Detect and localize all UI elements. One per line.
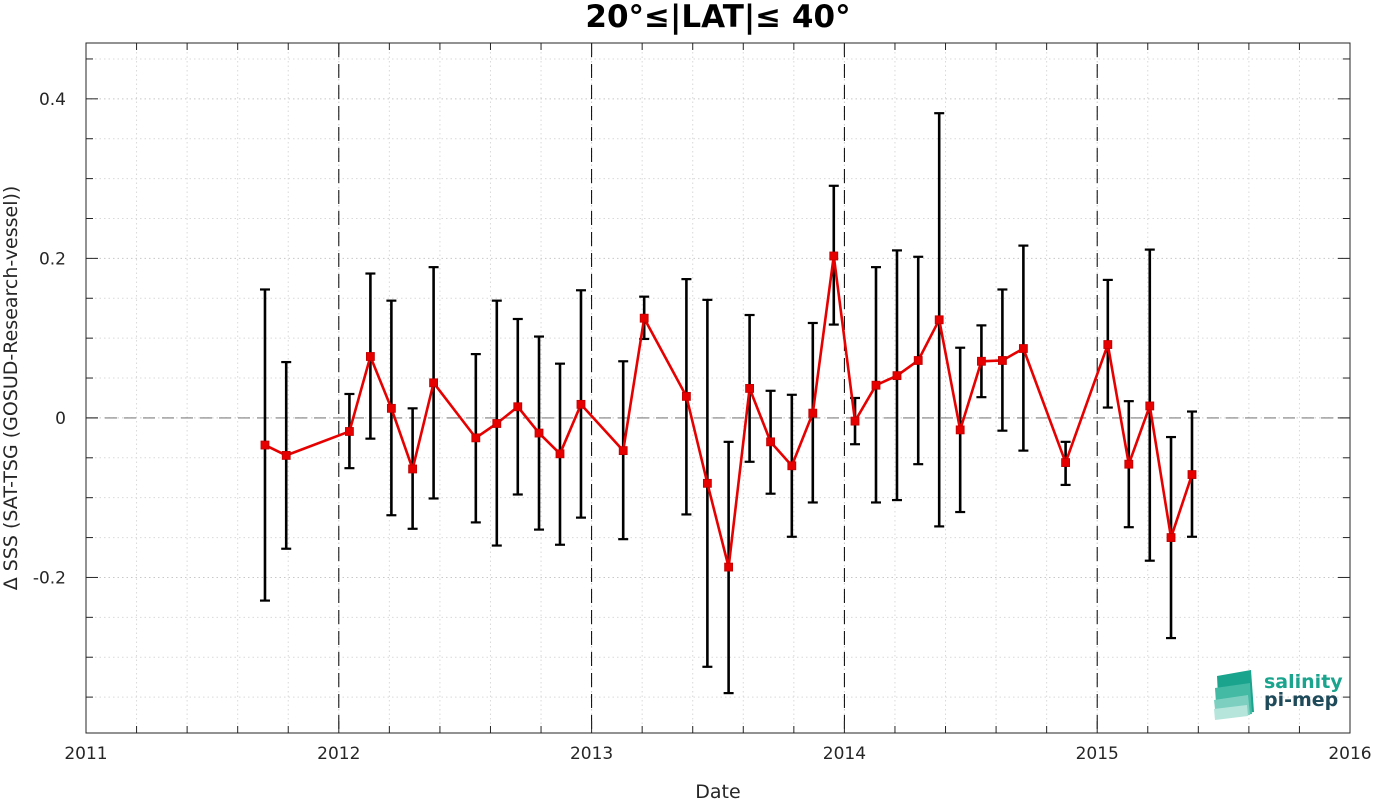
data-point bbox=[386, 403, 396, 413]
axis-ticks bbox=[85, 43, 1351, 733]
data-point bbox=[1187, 470, 1197, 479]
y-tick-label: 0 bbox=[55, 409, 66, 429]
data-point bbox=[998, 356, 1007, 365]
data-point bbox=[260, 440, 270, 450]
data-point bbox=[1145, 401, 1155, 411]
year-boundary-lines bbox=[338, 43, 1098, 733]
data-point bbox=[345, 427, 354, 436]
data-markers bbox=[260, 251, 1197, 572]
data-point bbox=[534, 428, 544, 438]
y-tick-label: 0.2 bbox=[39, 249, 66, 269]
x-tick-label: 2013 bbox=[570, 744, 613, 764]
chart-title: 20°≤|LAT|≤ 40° bbox=[585, 0, 850, 35]
data-point bbox=[1103, 340, 1113, 349]
data-point bbox=[618, 446, 628, 456]
plot-frame bbox=[85, 42, 1351, 734]
x-tick-labels: 2011 2012 2013 2014 2015 2016 bbox=[64, 744, 1371, 764]
data-point bbox=[1061, 458, 1070, 467]
wave-logo-icon bbox=[1214, 670, 1254, 720]
data-point bbox=[576, 399, 586, 409]
data-point bbox=[1018, 344, 1028, 353]
y-tick-label: -0.2 bbox=[33, 568, 66, 588]
x-axis-label: Date bbox=[695, 781, 740, 801]
y-tick-labels: -0.2 0 0.2 0.4 bbox=[33, 90, 66, 589]
data-point bbox=[471, 433, 481, 443]
data-point bbox=[639, 313, 649, 323]
data-point bbox=[745, 383, 754, 393]
x-tick-label: 2014 bbox=[823, 744, 866, 764]
data-point bbox=[766, 437, 775, 447]
data-point bbox=[787, 461, 797, 471]
data-point bbox=[808, 408, 818, 418]
data-point bbox=[1124, 459, 1134, 469]
minor-grid bbox=[86, 43, 1350, 733]
data-point bbox=[555, 449, 565, 459]
x-tick-label: 2012 bbox=[317, 744, 360, 764]
data-point bbox=[892, 371, 902, 381]
data-point bbox=[682, 391, 691, 401]
data-point bbox=[1166, 533, 1176, 542]
data-point bbox=[977, 356, 986, 366]
x-tick-label: 2016 bbox=[1328, 744, 1371, 764]
data-point bbox=[850, 416, 860, 426]
data-point bbox=[492, 419, 502, 428]
data-point bbox=[934, 315, 944, 325]
data-point bbox=[429, 378, 439, 388]
logo-text-salinity: salinity bbox=[1264, 671, 1343, 693]
data-point bbox=[281, 451, 291, 460]
data-point bbox=[871, 380, 881, 390]
data-point bbox=[702, 478, 712, 488]
salinity-pi-mep-logo: salinity pi-mep bbox=[1214, 670, 1343, 720]
data-point bbox=[829, 251, 839, 261]
data-point bbox=[408, 464, 418, 474]
data-point bbox=[365, 352, 375, 361]
logo-text-pi-mep: pi-mep bbox=[1264, 689, 1338, 711]
x-tick-label: 2011 bbox=[64, 744, 107, 764]
x-tick-label: 2015 bbox=[1076, 744, 1119, 764]
data-point bbox=[955, 425, 965, 435]
y-tick-label: 0.4 bbox=[39, 90, 66, 110]
data-point bbox=[913, 356, 923, 365]
data-point bbox=[724, 562, 734, 572]
y-axis-label: Δ SSS (SAT-TSG (GOSUD-Research-vessel)) bbox=[0, 186, 22, 591]
data-point bbox=[513, 402, 523, 412]
